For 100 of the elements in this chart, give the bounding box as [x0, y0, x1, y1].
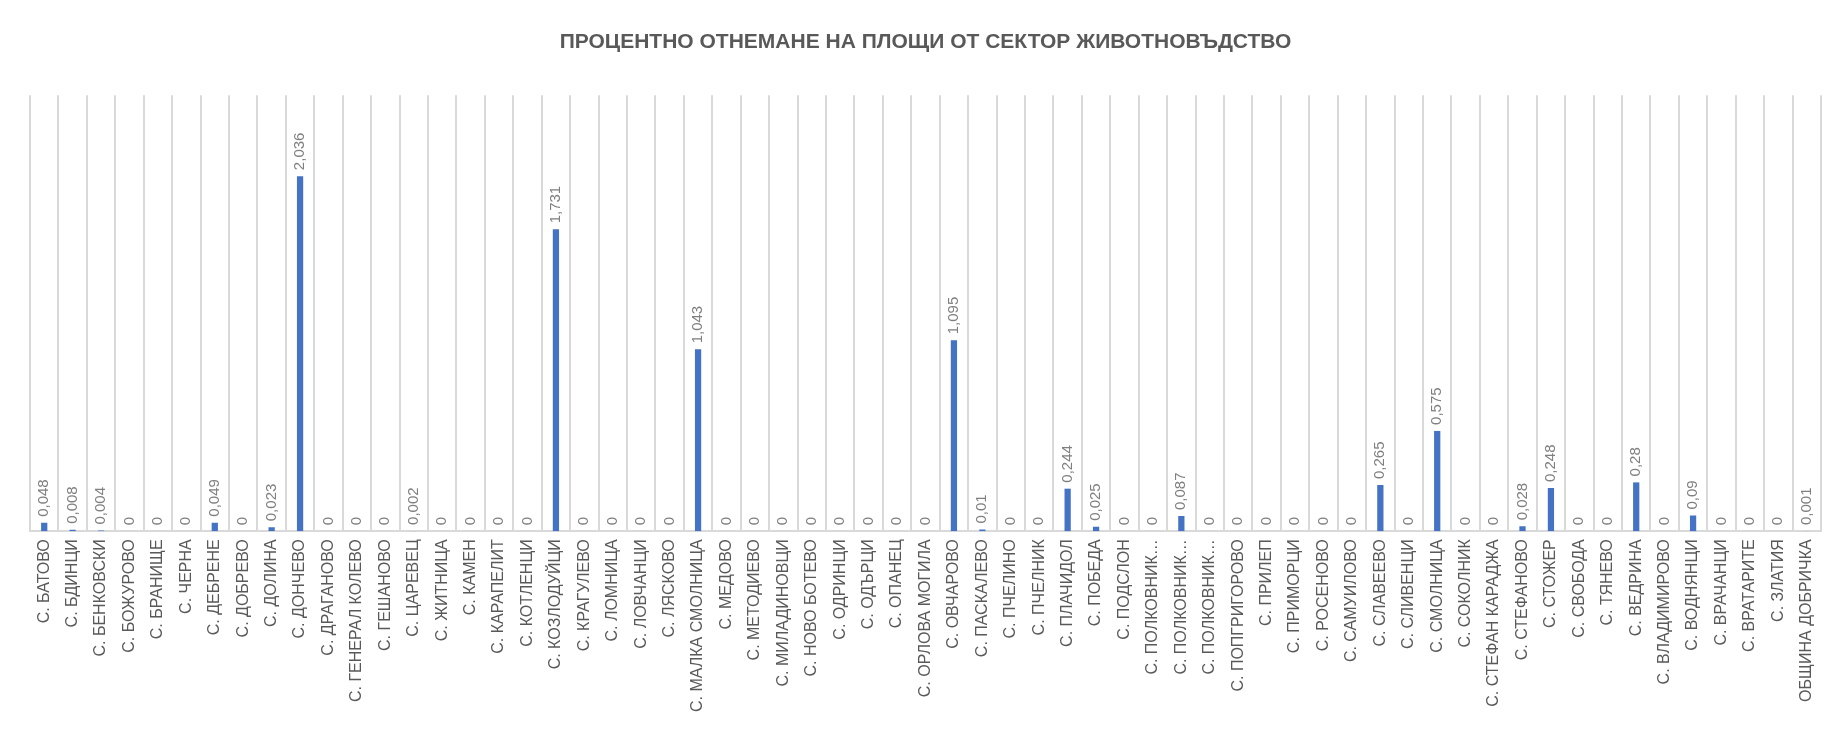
- data-label: 0,265: [1370, 441, 1388, 480]
- x-tick-label: С. КАМЕН: [461, 539, 479, 616]
- data-label: 0,008: [62, 486, 80, 524]
- data-label: 0,244: [1057, 445, 1075, 483]
- data-label: 0: [432, 516, 450, 526]
- x-tick-label: С. НОВО БОТЕВО: [802, 539, 820, 677]
- data-label: 0: [1313, 516, 1331, 526]
- data-label: 0,025: [1086, 483, 1104, 521]
- bar: [268, 527, 275, 532]
- data-label: 0,01: [972, 494, 990, 524]
- data-label: 0: [801, 516, 819, 526]
- data-label: 0: [1711, 516, 1729, 526]
- x-tick-label: С. ДОБРЕВО: [233, 539, 251, 638]
- data-label: 0: [1455, 516, 1473, 526]
- x-tick-label: С. ПРИЛЕП: [1257, 539, 1275, 627]
- x-tick-label: С. ВЛАДИМИРОВО: [1655, 539, 1673, 685]
- x-tick-label: С. ЛЯСКОВО: [660, 539, 678, 638]
- data-label: 0: [1256, 516, 1274, 526]
- data-label: 0: [119, 516, 137, 526]
- data-label: 0,248: [1541, 444, 1559, 482]
- data-label: 0,575: [1427, 387, 1445, 425]
- bar: [1689, 515, 1697, 532]
- data-label: 0: [1000, 516, 1018, 526]
- data-label: 0: [716, 516, 734, 526]
- x-tick-label: С. СЛИВЕНЦИ: [1399, 539, 1417, 649]
- data-label: 0: [460, 516, 478, 526]
- x-tick-label: С. ОДРИНЦИ: [830, 539, 848, 640]
- data-label: 0: [602, 516, 620, 526]
- bar: [950, 340, 958, 532]
- data-label: 0: [915, 516, 933, 526]
- x-tick-label: С. ЦАРЕВЕЦ: [404, 539, 422, 637]
- bar: [1377, 485, 1384, 532]
- data-label: 0: [176, 516, 194, 526]
- x-tick-label: С. БЕНКОВСКИ: [91, 539, 109, 657]
- data-label: 0: [858, 516, 876, 526]
- data-label: 0,087: [1171, 472, 1189, 511]
- data-label: 0,028: [1512, 482, 1530, 521]
- x-tick-label: С. БРАНИЩЕ: [148, 539, 166, 640]
- x-tick-label: С. ДРАГАНОВО: [318, 539, 336, 656]
- x-tick-label: С. ДЕБРЕНЕ: [205, 539, 223, 636]
- data-label: 0: [1654, 516, 1672, 526]
- x-tick-label: С. ПОЛКОВНИК…: [1143, 539, 1161, 675]
- x-tick-label: С. БАТОВО: [34, 539, 52, 624]
- x-tick-label: С. ГЕНЕРАЛ КОЛЕВО: [347, 539, 365, 702]
- x-tick-label: С. ЧЕРНА: [176, 538, 194, 614]
- data-label: 0: [1569, 516, 1587, 526]
- x-tick-label: С. ПОБЕДА: [1086, 538, 1104, 627]
- x-tick-label: С. КАРАПЕЛИТ: [489, 539, 507, 654]
- x-tick-label: С. МАЛКА СМОЛНИЦА: [688, 538, 706, 712]
- data-label: 0: [375, 516, 393, 526]
- bar: [41, 522, 48, 532]
- data-label: 1,731: [546, 185, 564, 224]
- x-tick-label: С. МИЛАДИНОВЦИ: [773, 539, 791, 687]
- data-label: 1,043: [688, 305, 706, 344]
- data-label: 0: [659, 516, 677, 526]
- x-tick-label: С. ПРИМОРЦИ: [1285, 539, 1303, 654]
- x-tick-label: С. МЕДОВО: [716, 539, 734, 630]
- data-label: 0: [1143, 516, 1161, 526]
- data-label: 0: [574, 516, 592, 526]
- data-label: 0: [773, 516, 791, 526]
- bar: [296, 176, 304, 532]
- bar: [1064, 488, 1071, 532]
- data-label: 0: [745, 516, 763, 526]
- data-label: 0: [1199, 516, 1217, 526]
- data-label: 0,001: [1796, 487, 1814, 526]
- data-label: 0: [631, 516, 649, 526]
- data-label: 0,049: [204, 479, 222, 517]
- x-tick-label: С. КОЗЛОДУЙЦИ: [545, 539, 564, 670]
- x-tick-label: С. СВОБОДА: [1569, 538, 1587, 638]
- data-label: 0: [1285, 516, 1303, 526]
- data-label: 0: [1342, 516, 1360, 526]
- x-tick-label: С. ВЕДРИНА: [1626, 538, 1644, 637]
- x-tick-label: С. ДОНЧЕВО: [290, 539, 308, 639]
- x-tick-label: С. ПЛАЧИДОЛ: [1058, 539, 1076, 647]
- data-label: 0,004: [91, 486, 109, 525]
- data-label: 0: [347, 516, 365, 526]
- data-label: 0: [887, 516, 905, 526]
- x-tick-label: С. ВРАТАРИТЕ: [1740, 539, 1758, 652]
- x-tick-label: С. ДОЛИНА: [262, 538, 280, 628]
- x-tick-label: С. МЕТОДИЕВО: [745, 539, 763, 661]
- x-tick-label: С. ЖИТНИЦА: [432, 538, 450, 642]
- bar: [211, 522, 218, 532]
- x-tick-label: С. ВРАЧАНЦИ: [1711, 539, 1729, 646]
- x-tick-label: С. КРАГУЛЕВО: [574, 539, 592, 652]
- bar: [1178, 516, 1185, 532]
- x-tick-label: С. ПОПГРИГОРОВО: [1228, 539, 1246, 692]
- x-tick-label: С. ЛОМНИЦА: [603, 538, 621, 642]
- bar: [694, 349, 702, 532]
- x-tick-label: С. ОВЧАРОВО: [944, 539, 962, 649]
- x-tick-label: С. СТЕФАНОВО: [1512, 539, 1530, 661]
- x-tick-label: С. ОПАНЕЦ: [887, 539, 905, 629]
- data-label: 0: [1484, 516, 1502, 526]
- bar: [1633, 482, 1640, 532]
- data-label: 0: [1029, 516, 1047, 526]
- data-label: 0: [1114, 516, 1132, 526]
- x-tick-label: С. КОТЛЕНЦИ: [517, 539, 535, 647]
- data-label: 0: [1597, 516, 1615, 526]
- data-label: 0: [1398, 516, 1416, 526]
- bar: [552, 229, 560, 532]
- data-label: 0: [233, 516, 251, 526]
